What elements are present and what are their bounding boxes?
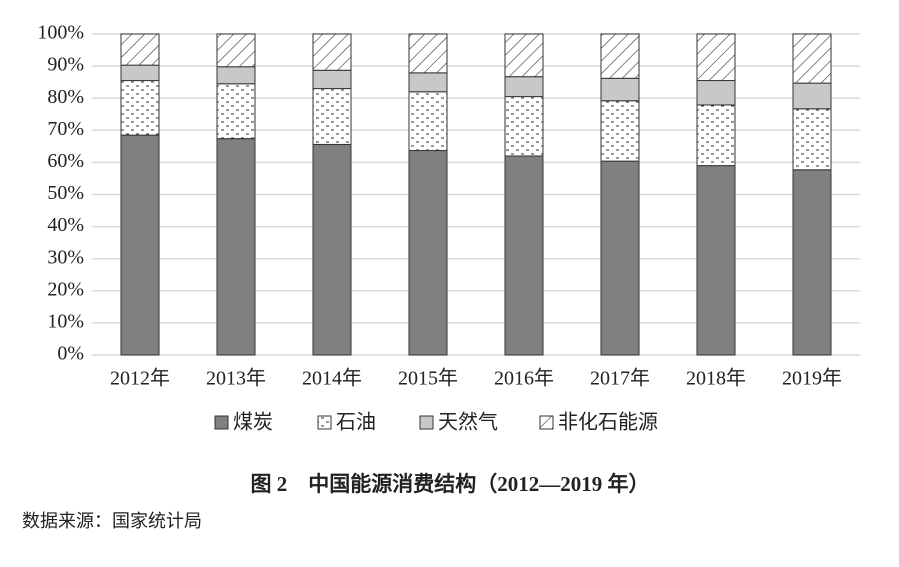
y-tick-label: 100%: [37, 22, 84, 44]
y-tick-label: 40%: [47, 214, 84, 236]
x-tick-label: 2014年: [302, 367, 362, 390]
x-tick-label: 2018年: [686, 367, 746, 390]
bar-segment: [696, 33, 736, 82]
y-tick-label: 0%: [57, 343, 84, 365]
y-tick-label: 70%: [47, 118, 84, 140]
bar-segment: [792, 108, 832, 171]
bar-segment: [504, 33, 544, 78]
bar-segment: [312, 143, 352, 356]
y-tick-label: 60%: [47, 150, 84, 172]
bar-segment: [120, 33, 160, 66]
bar-segment: [216, 138, 256, 356]
legend-swatch: [539, 415, 554, 430]
bar-segment: [792, 169, 832, 356]
bar-segment: [408, 33, 448, 74]
legend-label: 非化石能源: [558, 411, 658, 434]
bar-segment: [216, 83, 256, 140]
bar-segment: [120, 64, 160, 82]
bar-segment: [120, 134, 160, 356]
bar-segment: [696, 104, 736, 167]
bar-segment: [792, 33, 832, 84]
bar-segment: [504, 155, 544, 356]
legend-swatch: [317, 415, 332, 430]
source-note: 数据来源：国家统计局: [22, 511, 202, 531]
chart-title: 图 2 中国能源消费结构（2012—2019 年）: [251, 472, 650, 496]
x-tick-label: 2016年: [494, 367, 554, 390]
bar-segment: [120, 80, 160, 136]
y-tick-label: 90%: [47, 54, 84, 76]
x-tick-label: 2012年: [110, 367, 170, 390]
bar-segment: [408, 72, 448, 93]
y-tick-label: 50%: [47, 182, 84, 204]
x-tick-label: 2019年: [782, 367, 842, 390]
bar-segment: [504, 76, 544, 98]
y-tick-label: 10%: [47, 310, 84, 332]
bar-segment: [600, 33, 640, 79]
y-tick-label: 80%: [47, 86, 84, 108]
legend-swatch: [419, 415, 434, 430]
legend-label: 天然气: [438, 411, 498, 434]
bar-segment: [408, 150, 448, 356]
legend-label: 煤炭: [233, 411, 273, 434]
bar-segment: [312, 33, 352, 71]
bar-segment: [600, 160, 640, 356]
bar-segment: [600, 77, 640, 102]
x-tick-label: 2015年: [398, 367, 458, 390]
bar-segment: [216, 66, 256, 85]
bar-segment: [600, 100, 640, 162]
bar-segment: [696, 165, 736, 356]
y-tick-label: 20%: [47, 278, 84, 300]
bar-segment: [216, 33, 256, 68]
bar-segment: [312, 88, 352, 145]
legend-label: 石油: [336, 411, 376, 434]
y-tick-label: 30%: [47, 246, 84, 268]
bar-segment: [504, 96, 544, 157]
x-tick-label: 2017年: [590, 367, 650, 390]
bar-segment: [792, 82, 832, 110]
legend-swatch: [214, 415, 229, 430]
bar-segment: [696, 80, 736, 106]
bar-segment: [408, 91, 448, 152]
x-tick-label: 2013年: [206, 367, 266, 390]
bar-segment: [312, 69, 352, 90]
